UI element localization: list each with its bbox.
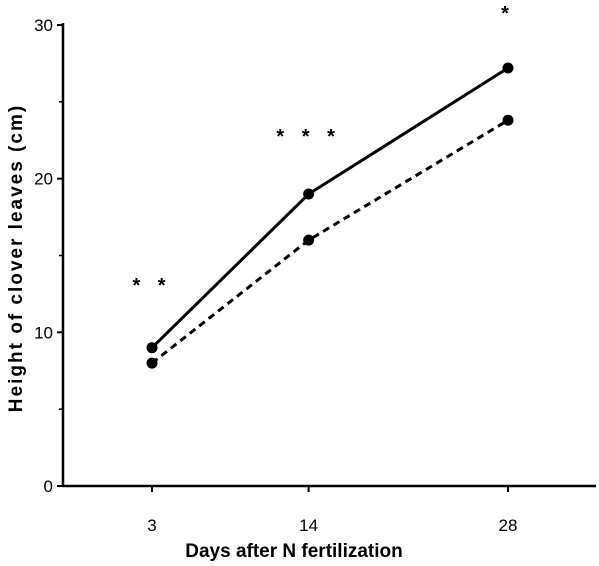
y-tick-label: 20	[34, 170, 53, 189]
y-tick-label: 0	[44, 477, 53, 496]
y-tick-label: 10	[34, 323, 53, 342]
data-point-dashed	[146, 357, 158, 369]
series-line-dashed	[151, 118, 509, 365]
data-point-solid	[502, 62, 514, 74]
axes	[61, 23, 596, 488]
significance-marker: * * *	[276, 126, 340, 148]
data-point-dashed	[303, 234, 315, 246]
data-point-solid	[303, 188, 315, 200]
annotations: * * * * * *	[132, 3, 515, 297]
significance-marker: *	[501, 3, 515, 25]
series-group	[146, 62, 514, 369]
x-axis-title: Days after N fertilization	[185, 541, 403, 562]
x-tick-label: 28	[499, 516, 518, 535]
x-tick-label: 14	[299, 516, 318, 535]
data-point-solid	[146, 342, 158, 354]
y-tick-label: 30	[34, 16, 53, 35]
x-ticks: 3 14 28	[147, 486, 517, 535]
series-line-solid	[150, 66, 509, 349]
y-axis-title: Height of clover leaves (cm)	[6, 104, 27, 412]
y-ticks: 0 10 20 30	[34, 16, 63, 496]
x-tick-label: 3	[147, 516, 156, 535]
significance-marker: * *	[132, 275, 171, 297]
data-point-dashed	[502, 114, 514, 126]
